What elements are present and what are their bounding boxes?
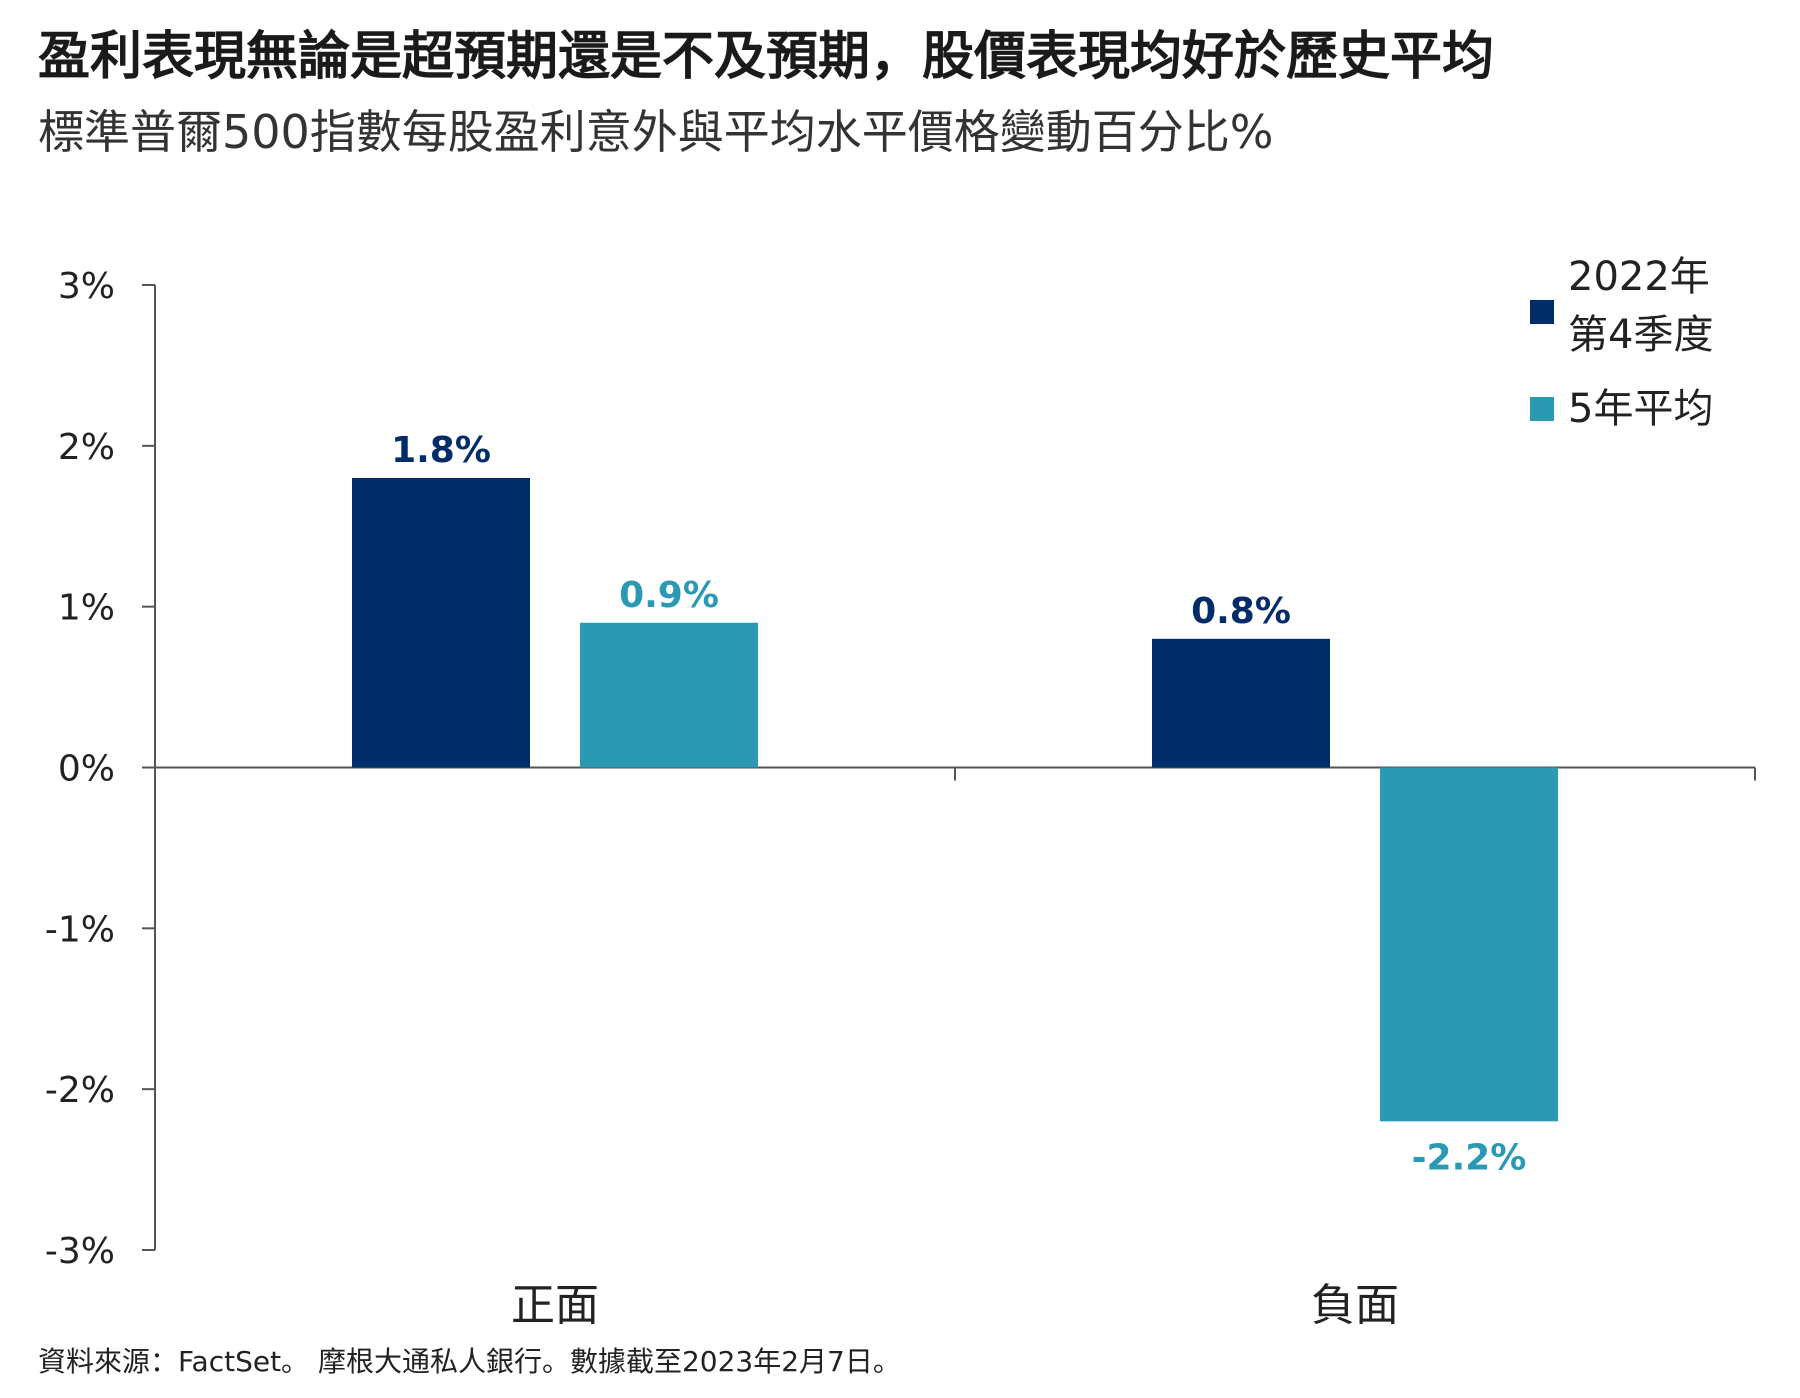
x-category-label: 正面 [511, 1280, 599, 1331]
legend-item-q4: 2022年 第4季度 [1530, 248, 1758, 364]
y-tick-label: 1% [58, 588, 115, 629]
legend-swatch-q4 [1530, 300, 1554, 324]
bar-avg [580, 622, 758, 768]
y-tick-label: 3% [58, 266, 115, 307]
data-label: -2.2% [1412, 1137, 1527, 1178]
y-tick-label: -1% [45, 909, 115, 950]
source-note: 資料來源：FactSet。 摩根大通私人銀行。數據截至2023年2月7日。 [38, 1345, 901, 1378]
legend-item-avg: 5年平均 [1530, 380, 1758, 438]
bar-q4 [352, 478, 530, 768]
x-category-label: 負面 [1311, 1280, 1399, 1331]
legend-swatch-avg [1530, 397, 1554, 421]
data-label: 1.8% [391, 430, 491, 471]
chart-title: 盈利表現無論是超預期還是不及預期，股價表現均好於歷史平均 [38, 26, 1495, 87]
bar-avg [1380, 767, 1558, 1122]
legend-label-avg: 5年平均 [1568, 386, 1714, 432]
legend: 2022年 第4季度 5年平均 [1530, 248, 1758, 438]
chart-subtitle: 標準普爾500指數每股盈利意外與平均水平價格變動百分比% [38, 105, 1274, 159]
y-tick-label: -2% [45, 1070, 115, 1111]
data-label: 0.9% [619, 575, 719, 616]
y-tick-label: -3% [45, 1231, 115, 1272]
y-tick-label: 2% [58, 427, 115, 468]
data-label: 0.8% [1191, 591, 1291, 632]
bar-q4 [1152, 638, 1330, 768]
y-tick-label: 0% [58, 749, 115, 790]
legend-label-q4: 2022年 第4季度 [1568, 254, 1714, 358]
